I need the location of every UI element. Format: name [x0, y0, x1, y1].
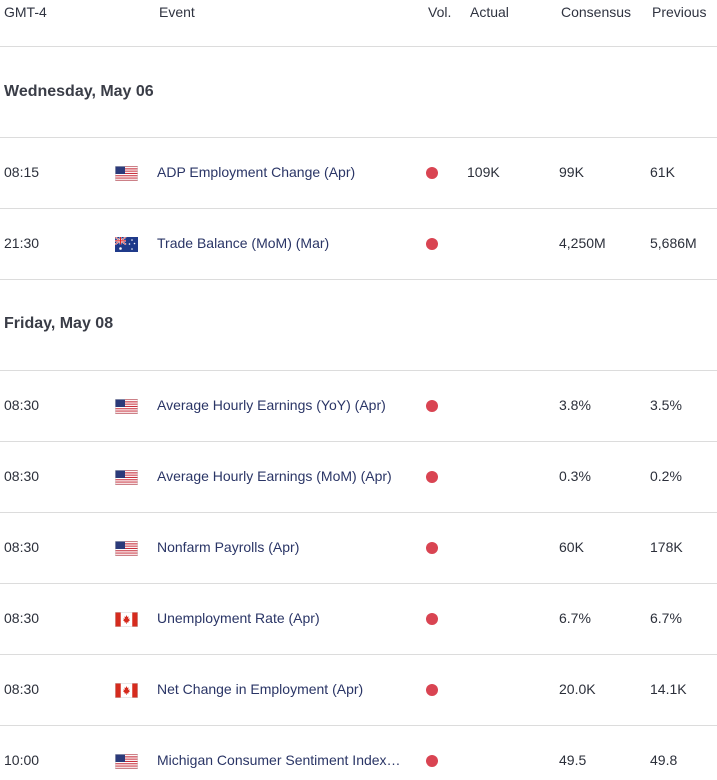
- high-volatility-icon: [426, 542, 438, 554]
- table-header: GMT-4 Event Vol. Actual Consensus Previo…: [0, 0, 717, 47]
- event-name[interactable]: Trade Balance (MoM) (Mar): [157, 235, 330, 251]
- high-volatility-icon: [426, 684, 438, 696]
- event-time: 08:30: [4, 397, 40, 413]
- table-row[interactable]: 08:30 Average Hourly Earnings (YoY) (Apr…: [0, 371, 717, 442]
- table-row[interactable]: 08:15 ADP Employment Change (Apr) 109K 9…: [0, 138, 717, 209]
- day-section-header: Friday, May 08: [0, 280, 717, 371]
- timezone-header: GMT-4: [4, 4, 47, 20]
- previous-value: 61K: [650, 164, 675, 180]
- table-row[interactable]: 08:30 Unemployment Rate (Apr) 6.7% 6.7%: [0, 584, 717, 655]
- high-volatility-icon: [426, 400, 438, 412]
- event-time: 10:00: [4, 752, 40, 768]
- day-section-header: Wednesday, May 06: [0, 47, 717, 138]
- consensus-column-header: Consensus: [561, 4, 632, 20]
- previous-value: 5,686M: [650, 235, 697, 251]
- consensus-value: 4,250M: [559, 235, 606, 251]
- consensus-value: 49.5: [559, 752, 587, 768]
- actual-column-header: Actual: [470, 4, 509, 20]
- volatility-column-header: Vol.: [428, 4, 452, 20]
- consensus-value: 99K: [559, 164, 584, 180]
- event-name[interactable]: Net Change in Employment (Apr): [157, 681, 364, 697]
- us-flag-icon: [115, 166, 138, 181]
- previous-column-header: Previous: [652, 4, 707, 20]
- previous-value: 0.2%: [650, 468, 682, 484]
- event-name[interactable]: Unemployment Rate (Apr): [157, 610, 320, 626]
- table-row[interactable]: 08:30 Average Hourly Earnings (MoM) (Apr…: [0, 442, 717, 513]
- table-row[interactable]: 21:30 Trade Balance (MoM) (Mar) 4,250M 5…: [0, 209, 717, 280]
- ca-flag-icon: [115, 612, 138, 627]
- table-row[interactable]: 08:30 Net Change in Employment (Apr) 20.…: [0, 655, 717, 726]
- ca-flag-icon: [115, 683, 138, 698]
- event-time: 08:30: [4, 539, 40, 555]
- previous-value: 49.8: [650, 752, 678, 768]
- consensus-value: 3.8%: [559, 397, 591, 413]
- event-time: 08:30: [4, 468, 40, 484]
- previous-value: 3.5%: [650, 397, 682, 413]
- us-flag-icon: [115, 399, 138, 414]
- previous-value: 14.1K: [650, 681, 687, 697]
- high-volatility-icon: [426, 755, 438, 767]
- consensus-value: 0.3%: [559, 468, 591, 484]
- table-row[interactable]: 10:00 Michigan Consumer Sentiment Index……: [0, 726, 717, 780]
- au-flag-icon: [115, 237, 138, 252]
- event-time: 08:30: [4, 610, 40, 626]
- event-name[interactable]: Average Hourly Earnings (MoM) (Apr): [157, 468, 392, 484]
- event-time: 08:15: [4, 164, 40, 180]
- high-volatility-icon: [426, 613, 438, 625]
- consensus-value: 20.0K: [559, 681, 596, 697]
- us-flag-icon: [115, 754, 138, 769]
- event-name[interactable]: Nonfarm Payrolls (Apr): [157, 539, 300, 555]
- consensus-value: 60K: [559, 539, 584, 555]
- previous-value: 6.7%: [650, 610, 682, 626]
- day-label: Friday, May 08: [4, 315, 114, 332]
- consensus-value: 6.7%: [559, 610, 591, 626]
- table-row[interactable]: 08:30 Nonfarm Payrolls (Apr) 60K 178K: [0, 513, 717, 584]
- previous-value: 178K: [650, 539, 683, 555]
- event-time: 08:30: [4, 681, 40, 697]
- event-name[interactable]: Michigan Consumer Sentiment Index…: [157, 752, 401, 768]
- event-time: 21:30: [4, 235, 40, 251]
- actual-value: 109K: [467, 164, 500, 180]
- us-flag-icon: [115, 470, 138, 485]
- event-column-header: Event: [159, 4, 195, 20]
- high-volatility-icon: [426, 471, 438, 483]
- event-name[interactable]: ADP Employment Change (Apr): [157, 164, 356, 180]
- high-volatility-icon: [426, 167, 438, 179]
- event-name[interactable]: Average Hourly Earnings (YoY) (Apr): [157, 397, 386, 413]
- us-flag-icon: [115, 541, 138, 556]
- day-label: Wednesday, May 06: [4, 83, 154, 100]
- high-volatility-icon: [426, 238, 438, 250]
